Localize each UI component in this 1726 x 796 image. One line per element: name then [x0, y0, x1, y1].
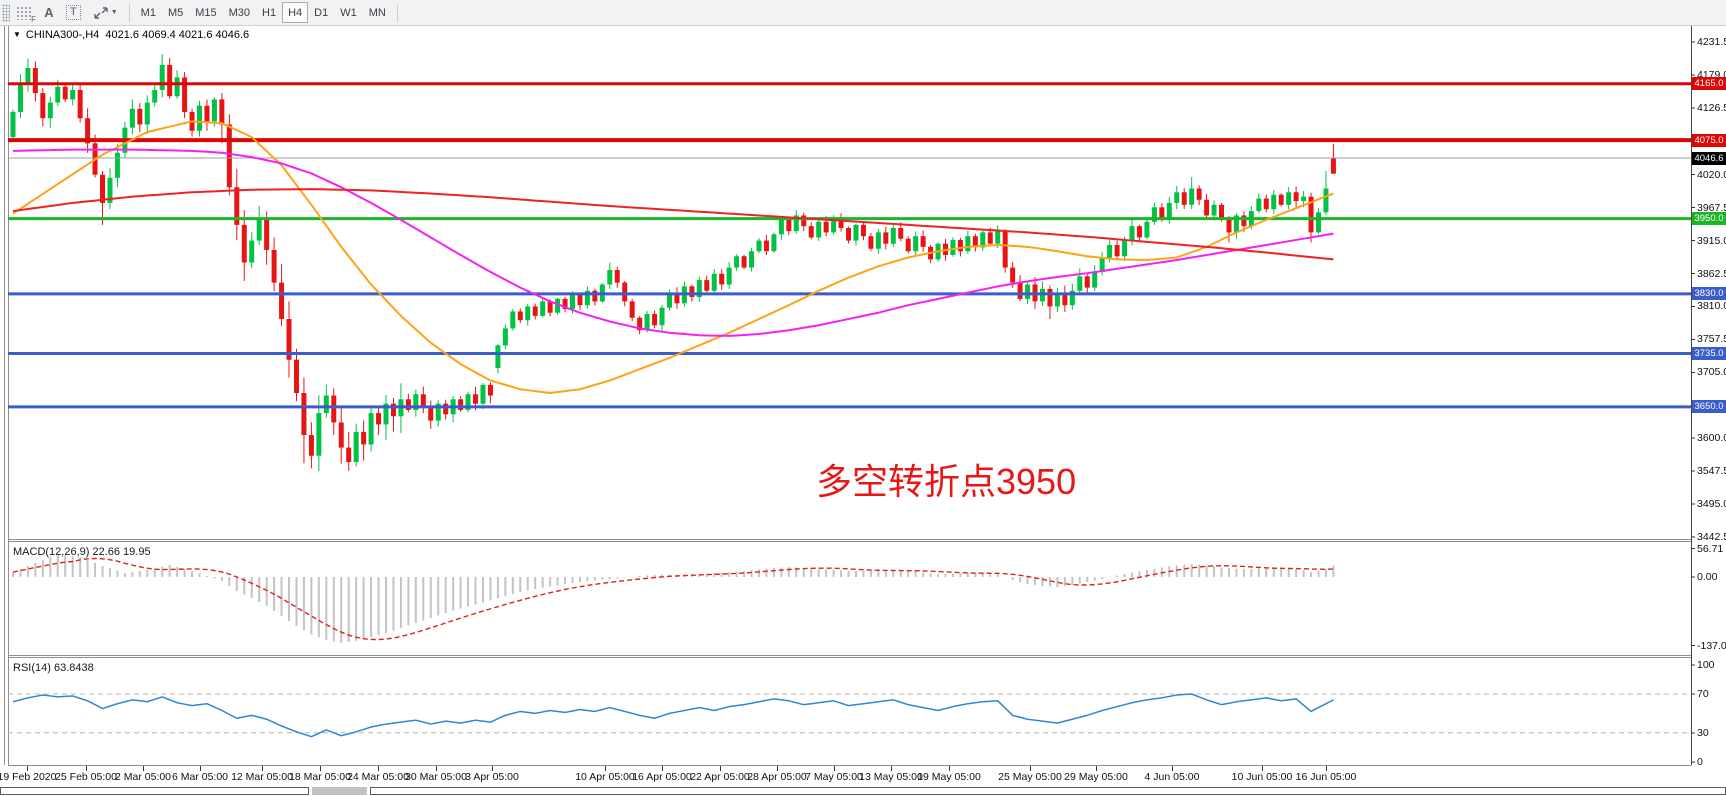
price-tick-label: 3915.0 [1697, 234, 1726, 247]
time-tick-label: 2 Mar 05:00 [114, 771, 172, 783]
time-tick-label: 12 Mar 05:00 [231, 771, 293, 783]
rsi-pane[interactable] [8, 658, 1691, 765]
time-tick-label: 10 Jun 05:00 [1231, 771, 1293, 783]
timeframe-m15-button[interactable]: M15 [195, 6, 217, 19]
scrollbar-thumb[interactable] [312, 787, 367, 795]
timeframe-m30-button[interactable]: M30 [228, 6, 251, 19]
timeframe-w1-button[interactable]: W1 [340, 6, 357, 19]
macd-pane[interactable] [8, 542, 1691, 655]
time-tick-label: 4 Jun 05:00 [1144, 771, 1200, 783]
symbol-period-label: CHINA300-,H4 [25, 29, 100, 41]
price-level-tag: 4075.0 [1692, 133, 1726, 147]
time-tick-label: 16 Apr 05:00 [632, 771, 692, 783]
docking-grid-icon: F [16, 5, 36, 24]
text-box-tool-button[interactable]: T [60, 2, 87, 23]
time-tick-label: 6 Mar 05:00 [171, 771, 229, 783]
time-tick-label: 3 Apr 05:00 [465, 771, 519, 783]
price-tick-label: 3862.5 [1697, 267, 1726, 280]
price-level-tag: 3650.0 [1692, 400, 1726, 414]
price-tick-label: 3705.0 [1697, 366, 1726, 379]
price-tick-label: 3495.0 [1697, 498, 1726, 511]
arrows-icon [94, 6, 108, 19]
chevron-down-icon: ▼ [110, 9, 118, 16]
price-tick-label: 4126.5 [1697, 101, 1726, 114]
macd-axis-label: -137.01 [1697, 639, 1726, 652]
timeframe-mn-button[interactable]: MN [368, 6, 386, 19]
arrow-tools-button[interactable]: ▼ [87, 2, 124, 23]
macd-axis-label: 56.71 [1697, 542, 1724, 555]
time-tick-label: 28 Apr 05:00 [747, 771, 807, 783]
toolbar-separator [396, 3, 398, 22]
rsi-axis-label: 30 [1697, 726, 1709, 739]
text-label-icon: A [44, 5, 54, 20]
time-tick-label: 7 May 05:00 [805, 771, 863, 783]
timeframe-h1-button[interactable]: H1 [262, 6, 277, 19]
current-price-tag: 4046.6 [1692, 151, 1726, 165]
time-tick-label: 10 Apr 05:00 [575, 771, 635, 783]
time-tick-label: 30 Mar 05:00 [405, 771, 467, 783]
timeframe-m5-button[interactable]: M5 [167, 6, 184, 19]
timeframe-h4-button[interactable]: H4 [282, 2, 309, 23]
price-tick-label: 3810.0 [1697, 300, 1726, 313]
macd-indicator-label: MACD(12,26,9) 22.66 19.95 [13, 546, 151, 558]
time-tick-label: 22 Apr 05:00 [690, 771, 750, 783]
time-tick-label: 19 Feb 2020 [0, 771, 57, 783]
toolbar: F A T ▼ M1 M5 M15 M30 H1 H4 D1 W1 MN [0, 0, 1726, 26]
macd-axis-label: 0.00 [1697, 571, 1718, 583]
ohlc-values: 4021.6 4069.4 4021.6 4046.6 [105, 29, 250, 41]
chart-title: ▼ CHINA300-,H4 4021.6 4069.4 4021.6 4046.… [13, 29, 249, 41]
docking-grid-button[interactable]: F [10, 2, 38, 24]
price-level-tag: 3735.0 [1692, 346, 1726, 360]
time-tick-label: 16 Jun 05:00 [1295, 771, 1357, 783]
rsi-indicator-label: RSI(14) 63.8438 [13, 662, 94, 674]
text-label-tool-button[interactable]: A [38, 2, 60, 23]
toolbar-separator [128, 3, 130, 22]
rsi-axis-label: 100 [1697, 658, 1715, 671]
price-tick-label: 4231.5 [1697, 36, 1726, 48]
toolbar-drag-handle[interactable] [2, 3, 10, 22]
chart-menu-icon[interactable]: ▼ [13, 30, 21, 39]
price-level-tag: 3830.0 [1692, 287, 1726, 301]
price-tick-label: 3967.5 [1697, 201, 1726, 214]
scrollbar-segment-right[interactable] [370, 787, 1726, 795]
time-tick-label: 13 May 05:00 [859, 771, 923, 783]
price-level-tag: 4165.0 [1692, 77, 1726, 91]
timeframe-m1-button[interactable]: M1 [140, 6, 156, 19]
time-tick-label: 29 May 05:00 [1064, 771, 1128, 783]
timeframe-d1-button[interactable]: D1 [314, 6, 329, 19]
text-box-icon: T [66, 5, 81, 20]
time-tick-label: 18 Mar 05:00 [289, 771, 351, 783]
price-tick-label: 3757.5 [1697, 333, 1726, 346]
time-tick-label: 25 Feb 05:00 [55, 771, 117, 783]
price-tick-label: 4020.0 [1697, 168, 1726, 181]
chinese-annotation-text: 多空转折点3950 [816, 461, 1077, 502]
rsi-axis-label: 70 [1697, 688, 1709, 700]
price-tick-label: 3600.0 [1697, 432, 1726, 445]
time-tick-label: 24 Mar 05:00 [347, 771, 409, 783]
time-tick-label: 25 May 05:00 [998, 771, 1062, 783]
price-tick-label: 3442.5 [1697, 531, 1726, 543]
price-tick-label: 3547.5 [1697, 465, 1726, 478]
price-level-tag: 3950.0 [1692, 212, 1726, 226]
scrollbar-segment-left[interactable] [0, 787, 309, 795]
time-tick-label: 19 May 05:00 [917, 771, 981, 783]
rsi-axis-label: 0 [1697, 755, 1703, 768]
